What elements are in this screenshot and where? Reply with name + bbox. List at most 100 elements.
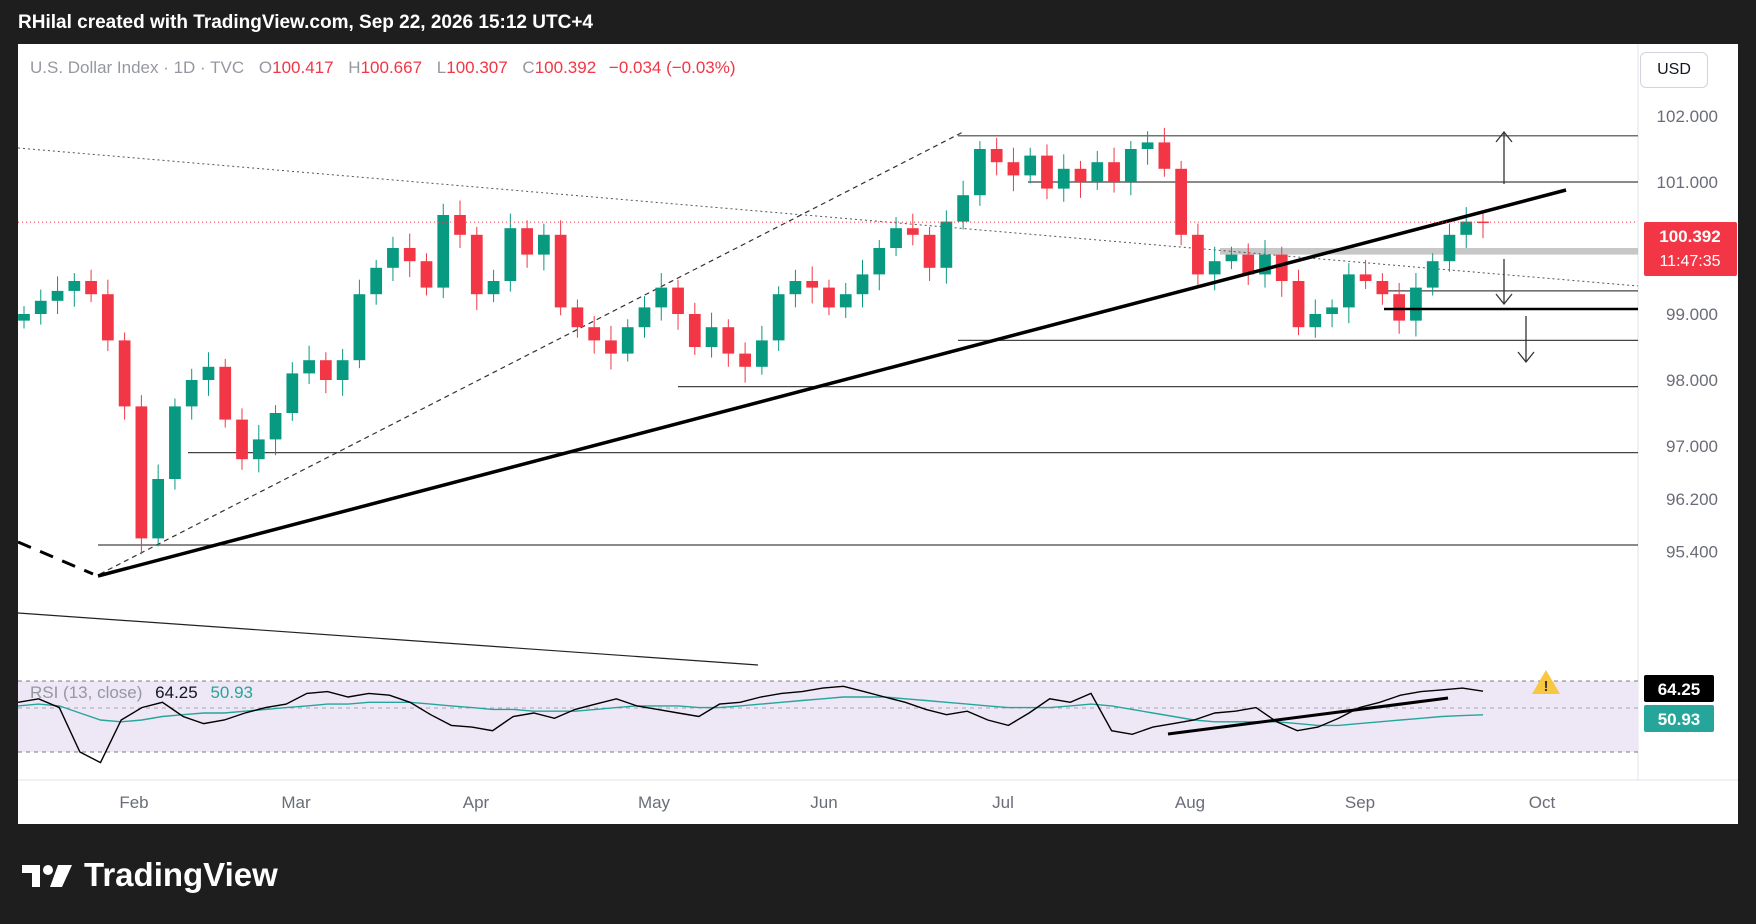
time-axis-labels: Feb Mar Apr May Jun Jul Aug Sep Oct [119,793,1555,812]
time-tick-label: Oct [1529,793,1556,812]
candle-body [1192,234,1204,275]
candle-body [1175,168,1188,235]
price-axis-labels: 102.000101.000100.00099.00098.00097.0009… [1657,107,1718,562]
rsi-legend-value: 64.25 [155,683,198,702]
open-value: 100.417 [272,58,334,77]
candle-body [957,195,969,222]
price-tick-label: 102.000 [1657,107,1718,126]
candle-body [487,281,500,295]
candle-body [621,327,634,354]
dashed-lead-in-line [18,540,94,576]
candle-body [252,439,265,460]
time-tick-label: Mar [281,793,311,812]
rsi-value-badge-text: 64.25 [1658,680,1701,699]
candle-body [1208,261,1221,275]
resistance-zone [1220,248,1638,255]
candle-body [1108,162,1120,182]
candle-body [856,274,869,295]
target-arrows [1495,130,1535,364]
candle-body [588,327,601,341]
candle-body [756,340,768,367]
chart-panel[interactable]: 102.000101.000100.00099.00098.00097.0009… [18,44,1738,824]
time-tick-label: Jun [810,793,837,812]
candle-body [135,406,148,539]
candle-body [437,215,450,288]
candle-body [185,380,198,407]
low-label: L [436,58,447,77]
candle-body [18,314,30,321]
candle-body [370,267,383,295]
change-value: −0.034 (−0.03%) [608,58,736,77]
candle-body [470,234,483,295]
candle-body [1242,254,1255,275]
attribution-bar: RHilal created with TradingView.com, Sep… [0,0,1756,44]
time-tick-label: May [638,793,671,812]
price-tick-label: 98.000 [1666,371,1718,390]
candle-body [1124,149,1137,182]
candle-body [303,360,315,374]
candle-body [34,300,47,314]
rsi-value-badge [1644,675,1714,702]
horizontal-levels [98,135,1638,546]
rsi-ma-badge [1644,705,1714,732]
candle-body [1410,287,1422,321]
candle-body [571,307,584,328]
close-label: C [522,58,535,77]
price-tick-label: 101.000 [1657,173,1718,192]
candle-body [1376,281,1389,295]
candle-body [1275,254,1288,281]
candle-body [319,360,332,380]
candle-body [1259,254,1271,275]
candle-body [269,413,282,440]
candle-body [1292,281,1305,328]
price-badge-value: 100.392 [1659,227,1720,246]
candle-body [85,281,97,295]
time-tick-label: Aug [1175,793,1205,812]
candle-body [202,366,215,380]
price-chart-svg[interactable]: 102.000101.000100.00099.00098.00097.0009… [18,44,1738,824]
candle-body [118,340,131,407]
rsi-label[interactable]: RSI (13, close) [30,683,143,702]
warning-icon[interactable]: ! [1532,670,1560,695]
time-tick-label: Apr [463,793,490,812]
candle-body [1326,307,1338,314]
candle-body [1460,221,1473,235]
price-badge: 100.392 11:47:35 [1644,222,1737,276]
candle-body [789,281,802,295]
high-value: 100.667 [360,58,423,77]
symbol-label[interactable]: U.S. Dollar Index · 1D · TVC [30,58,245,77]
candle-body [387,248,399,268]
rsi-ma-badge-text: 50.93 [1658,710,1701,729]
candle-body [169,406,181,479]
currency-button[interactable]: USD [1640,52,1708,88]
candle-body [739,353,751,367]
rsi-divergence-line [1167,696,1449,736]
tradingview-brand[interactable]: TradingView [20,856,278,894]
rsi-legend: RSI (13, close) 64.25 50.93 [30,683,253,703]
candle-body [839,294,852,308]
candle-body [420,261,433,288]
price-badge-countdown: 11:47:35 [1659,253,1720,270]
price-tick-label: 96.200 [1666,490,1718,509]
brand-name: TradingView [84,856,278,893]
candle-body [1041,155,1053,189]
candle-body [1359,274,1372,281]
candle-body [1225,254,1238,262]
candle-body [655,287,668,308]
candle-body [236,419,248,460]
rsi-pane: ! 64.25 50.93 [18,670,1714,764]
candle-body [336,360,349,380]
candle-body [286,373,299,413]
candle-body [219,366,232,420]
candle-body [504,228,517,281]
high-label: H [348,58,361,77]
candle-body [1342,274,1355,308]
candle-body [1426,261,1439,288]
rsi-ma-line [18,696,1484,727]
candle-body [638,307,651,328]
candle-body [873,248,886,275]
attribution-text: RHilal created with TradingView.com, Sep… [18,12,593,33]
candle-body [1141,142,1154,149]
candle-body [605,340,617,354]
candle-body [68,281,81,291]
